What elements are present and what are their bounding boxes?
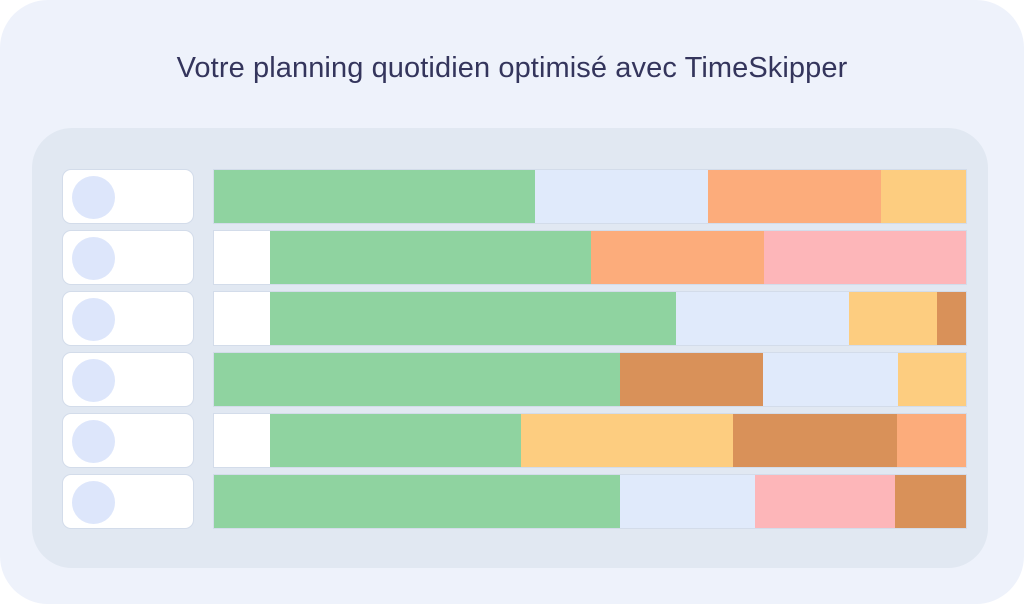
time-block-green[interactable]	[214, 170, 536, 223]
time-block-yellow[interactable]	[898, 353, 966, 406]
profile-card[interactable]	[62, 291, 194, 346]
profile-card[interactable]	[62, 230, 194, 285]
time-block-pink[interactable]	[755, 475, 895, 528]
page-title: Votre planning quotidien optimisé avec T…	[176, 52, 848, 84]
time-block-empty	[214, 231, 271, 284]
time-block-empty	[214, 292, 271, 345]
time-block-empty	[214, 414, 271, 467]
timeline-track	[213, 352, 967, 407]
time-block-orange[interactable]	[708, 170, 881, 223]
time-block-green[interactable]	[270, 414, 521, 467]
avatar	[72, 481, 115, 524]
profile-card[interactable]	[62, 352, 194, 407]
avatar	[72, 359, 115, 402]
time-block-light-blue[interactable]	[620, 475, 756, 528]
time-block-yellow[interactable]	[520, 414, 733, 467]
timeline-track	[213, 413, 967, 468]
timeline-track	[213, 474, 967, 529]
timeline-track	[213, 291, 967, 346]
time-block-orange[interactable]	[896, 414, 966, 467]
timeline-track	[213, 169, 967, 224]
time-block-brown[interactable]	[937, 292, 966, 345]
profile-card[interactable]	[62, 169, 194, 224]
time-block-brown[interactable]	[620, 353, 763, 406]
avatar	[72, 420, 115, 463]
avatar	[72, 176, 115, 219]
time-block-orange[interactable]	[591, 231, 765, 284]
time-block-light-blue[interactable]	[676, 292, 850, 345]
time-block-green[interactable]	[270, 231, 592, 284]
profile-card[interactable]	[62, 474, 194, 529]
time-block-brown[interactable]	[732, 414, 897, 467]
timeline-track	[213, 230, 967, 285]
time-block-pink[interactable]	[764, 231, 966, 284]
time-block-green[interactable]	[214, 353, 621, 406]
avatar	[72, 298, 115, 341]
avatar	[72, 237, 115, 280]
time-block-light-blue[interactable]	[535, 170, 709, 223]
time-block-yellow[interactable]	[849, 292, 938, 345]
time-block-green[interactable]	[270, 292, 677, 345]
time-block-light-blue[interactable]	[762, 353, 899, 406]
time-block-brown[interactable]	[894, 475, 966, 528]
profile-card[interactable]	[62, 413, 194, 468]
time-block-green[interactable]	[214, 475, 621, 528]
time-block-yellow[interactable]	[881, 170, 966, 223]
